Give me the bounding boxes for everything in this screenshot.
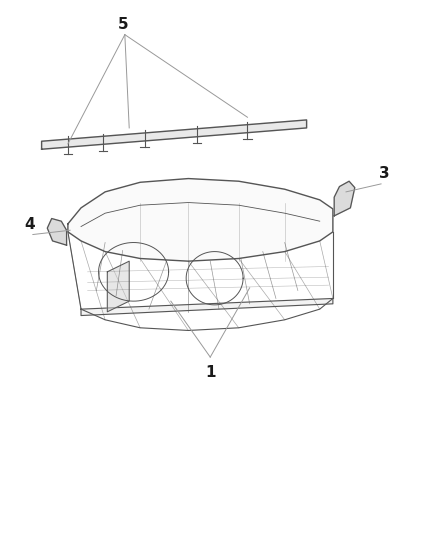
Polygon shape — [47, 219, 67, 245]
Text: 5: 5 — [117, 17, 128, 32]
Polygon shape — [334, 181, 355, 216]
Polygon shape — [107, 261, 129, 312]
Polygon shape — [81, 298, 333, 316]
Text: 4: 4 — [24, 217, 35, 232]
Text: 3: 3 — [379, 166, 390, 181]
Text: 1: 1 — [205, 365, 215, 380]
Polygon shape — [42, 120, 307, 149]
Polygon shape — [68, 179, 333, 261]
